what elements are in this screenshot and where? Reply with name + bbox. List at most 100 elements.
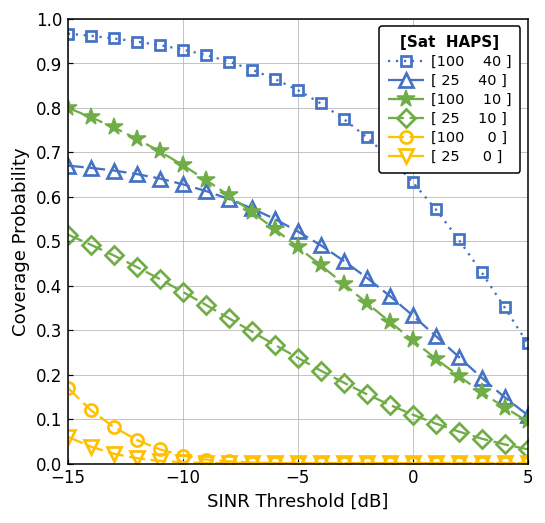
[100    10 ] (294, 244, 301, 250)
[ 25    10 ] (294, 355, 301, 361)
Legend: [100    40 ], [ 25    40 ], [100    10 ], [ 25    10 ], [100     0 ], [ 25     0: [100 40 ], [ 25 40 ], [100 10 ], [ 25 10… (379, 26, 520, 173)
[ 25    40 ] (409, 312, 416, 319)
[100    10 ] (432, 356, 439, 362)
[100     0 ] (501, 460, 508, 466)
[ 25    10 ] (134, 264, 140, 270)
[ 25    10 ] (479, 436, 485, 442)
[ 25     0 ] (156, 458, 163, 464)
[100    40 ] (156, 42, 163, 49)
[ 25    40 ] (432, 333, 439, 339)
[ 25     0 ] (524, 460, 531, 466)
[ 25    40 ] (64, 163, 71, 169)
[ 25    10 ] (524, 446, 531, 452)
[ 25    40 ] (524, 412, 531, 418)
[ 25    40 ] (203, 188, 209, 194)
[100    40 ] (294, 87, 301, 93)
[ 25    10 ] (271, 342, 278, 348)
[100     0 ] (386, 460, 393, 466)
[ 25     0 ] (203, 460, 209, 466)
[100     0 ] (432, 460, 439, 466)
[ 25     0 ] (294, 460, 301, 466)
[100     0 ] (88, 407, 94, 413)
[100    10 ] (524, 418, 531, 425)
[100    40 ] (64, 31, 71, 37)
[100    10 ] (179, 162, 186, 168)
[100    40 ] (317, 100, 324, 107)
[ 25    40 ] (134, 171, 140, 177)
[ 25    10 ] (88, 242, 94, 248)
[100    40 ] (203, 52, 209, 58)
[100     0 ] (456, 460, 462, 466)
[ 25     0 ] (501, 460, 508, 466)
[100    10 ] (341, 281, 347, 287)
[100     0 ] (271, 460, 278, 466)
[ 25    10 ] (317, 368, 324, 374)
Y-axis label: Coverage Probability: Coverage Probability (12, 147, 30, 336)
[ 25    10 ] (409, 412, 416, 418)
[100    10 ] (409, 337, 416, 344)
[ 25    10 ] (226, 315, 232, 321)
[100    10 ] (64, 105, 71, 111)
Line: [ 25    40 ]: [ 25 40 ] (61, 159, 535, 422)
[100    10 ] (156, 149, 163, 155)
[ 25     0 ] (64, 434, 71, 440)
[100    40 ] (456, 236, 462, 243)
[ 25     0 ] (456, 460, 462, 466)
[ 25     0 ] (179, 459, 186, 465)
[100    40 ] (88, 33, 94, 39)
[ 25     0 ] (271, 460, 278, 466)
[100     0 ] (341, 460, 347, 466)
[100     0 ] (479, 460, 485, 466)
[ 25    40 ] (156, 176, 163, 182)
[100    10 ] (479, 389, 485, 395)
[ 25    40 ] (364, 275, 370, 281)
[100     0 ] (249, 460, 255, 466)
[100    10 ] (134, 136, 140, 142)
[100     0 ] (364, 460, 370, 466)
[100     0 ] (409, 460, 416, 466)
[100    10 ] (456, 373, 462, 379)
[ 25    40 ] (88, 165, 94, 171)
[100    10 ] (501, 404, 508, 411)
[ 25    40 ] (501, 394, 508, 401)
[100    10 ] (271, 226, 278, 232)
[ 25    40 ] (456, 354, 462, 360)
Line: [ 25     0 ]: [ 25 0 ] (61, 430, 535, 470)
[ 25    10 ] (203, 302, 209, 308)
[100    10 ] (364, 300, 370, 306)
[100    40 ] (501, 304, 508, 311)
[100    10 ] (226, 192, 232, 199)
[100    10 ] (203, 177, 209, 183)
[ 25    40 ] (317, 242, 324, 248)
[ 25    10 ] (249, 328, 255, 335)
[100    40 ] (364, 134, 370, 141)
[ 25     0 ] (111, 451, 117, 457)
[ 25    40 ] (294, 229, 301, 235)
[ 25    10 ] (364, 391, 370, 397)
[ 25     0 ] (432, 460, 439, 466)
[ 25     0 ] (409, 460, 416, 466)
[100     0 ] (134, 437, 140, 443)
[ 25    10 ] (501, 441, 508, 448)
[100     0 ] (524, 460, 531, 466)
[100    40 ] (271, 76, 278, 82)
[100    10 ] (111, 124, 117, 131)
X-axis label: SINR Threshold [dB]: SINR Threshold [dB] (207, 493, 389, 511)
[100     0 ] (317, 460, 324, 466)
[100    10 ] (386, 319, 393, 325)
[ 25     0 ] (317, 460, 324, 466)
[100     0 ] (111, 424, 117, 430)
[ 25    40 ] (249, 206, 255, 212)
[100     0 ] (64, 385, 71, 391)
[100    10 ] (88, 114, 94, 120)
[ 25    10 ] (156, 276, 163, 282)
Line: [100     0 ]: [100 0 ] (62, 382, 534, 469)
[100    40 ] (226, 59, 232, 65)
[100    40 ] (479, 269, 485, 276)
[100    40 ] (341, 116, 347, 122)
[ 25     0 ] (364, 460, 370, 466)
Line: [ 25    10 ]: [ 25 10 ] (62, 229, 534, 456)
[ 25    40 ] (271, 216, 278, 222)
[ 25    40 ] (111, 167, 117, 174)
[100     0 ] (294, 460, 301, 466)
